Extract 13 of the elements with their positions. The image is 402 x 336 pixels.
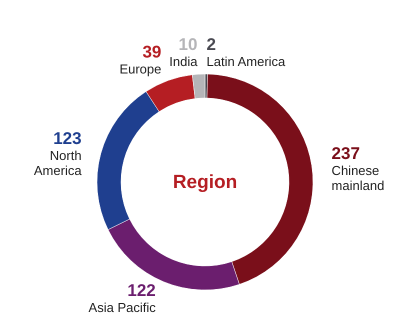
slice-label: Chinese mainland (332, 162, 384, 193)
text: Region (172, 172, 238, 193)
data-label: 123 (53, 129, 82, 148)
slice-label: Asia Pacific (88, 300, 156, 316)
slice-label: India (169, 54, 198, 70)
slice-label: Latin America (206, 54, 286, 70)
data-label: 237 (332, 144, 360, 163)
data-label: 39 (142, 42, 162, 62)
data-label: 2 (206, 35, 216, 54)
data-label: 10 (178, 35, 198, 54)
data-label: 122 (127, 281, 156, 300)
slice-label: Europe (119, 62, 162, 77)
slice-label: North America (34, 148, 82, 178)
